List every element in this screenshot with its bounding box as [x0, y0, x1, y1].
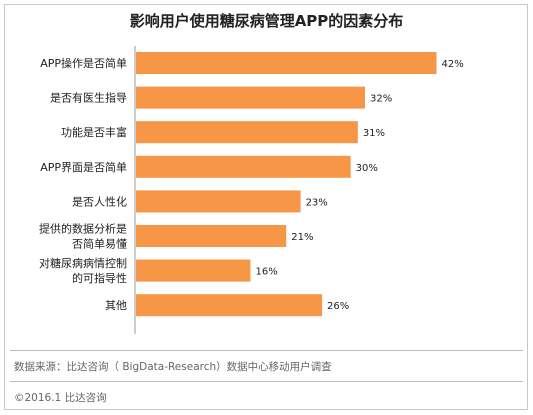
value-label: 31% [363, 128, 385, 139]
value-label: 30% [356, 163, 378, 174]
category-label: 是否人性化 [72, 194, 127, 208]
bar [136, 121, 358, 144]
bar [136, 225, 287, 247]
source-note: 数据来源：比达咨询（ BigData-Research）数据中心移动用户调查 [14, 361, 332, 373]
bar [136, 190, 301, 213]
category-label: APP界面是否简单 [40, 160, 127, 174]
category-label: 是否有医生指导 [50, 91, 127, 105]
value-label: 16% [255, 267, 277, 278]
bar [136, 294, 323, 317]
value-label: 26% [327, 301, 349, 312]
category-label: 提供的数据分析是否简单易懂 [39, 222, 127, 251]
category-label: 对糖尿病病情控制的可指导性 [39, 256, 127, 285]
bar [136, 259, 251, 282]
category-label: 功能是否丰富 [61, 125, 127, 139]
bar [136, 86, 365, 109]
bar [136, 52, 437, 74]
category-label: 其他 [105, 299, 127, 312]
chart-title: 影响用户使用糖尿病管理APP的因素分布 [129, 12, 404, 30]
separator-line [10, 381, 523, 382]
category-label: APP操作是否简单 [40, 56, 127, 70]
value-label: 23% [306, 197, 328, 208]
copyright-note: ©2016.1 比达咨询 [14, 392, 107, 404]
separator-line [10, 350, 523, 351]
value-label: 42% [442, 59, 464, 70]
value-label: 32% [370, 94, 392, 105]
value-label: 21% [291, 232, 313, 243]
bar [136, 155, 351, 178]
